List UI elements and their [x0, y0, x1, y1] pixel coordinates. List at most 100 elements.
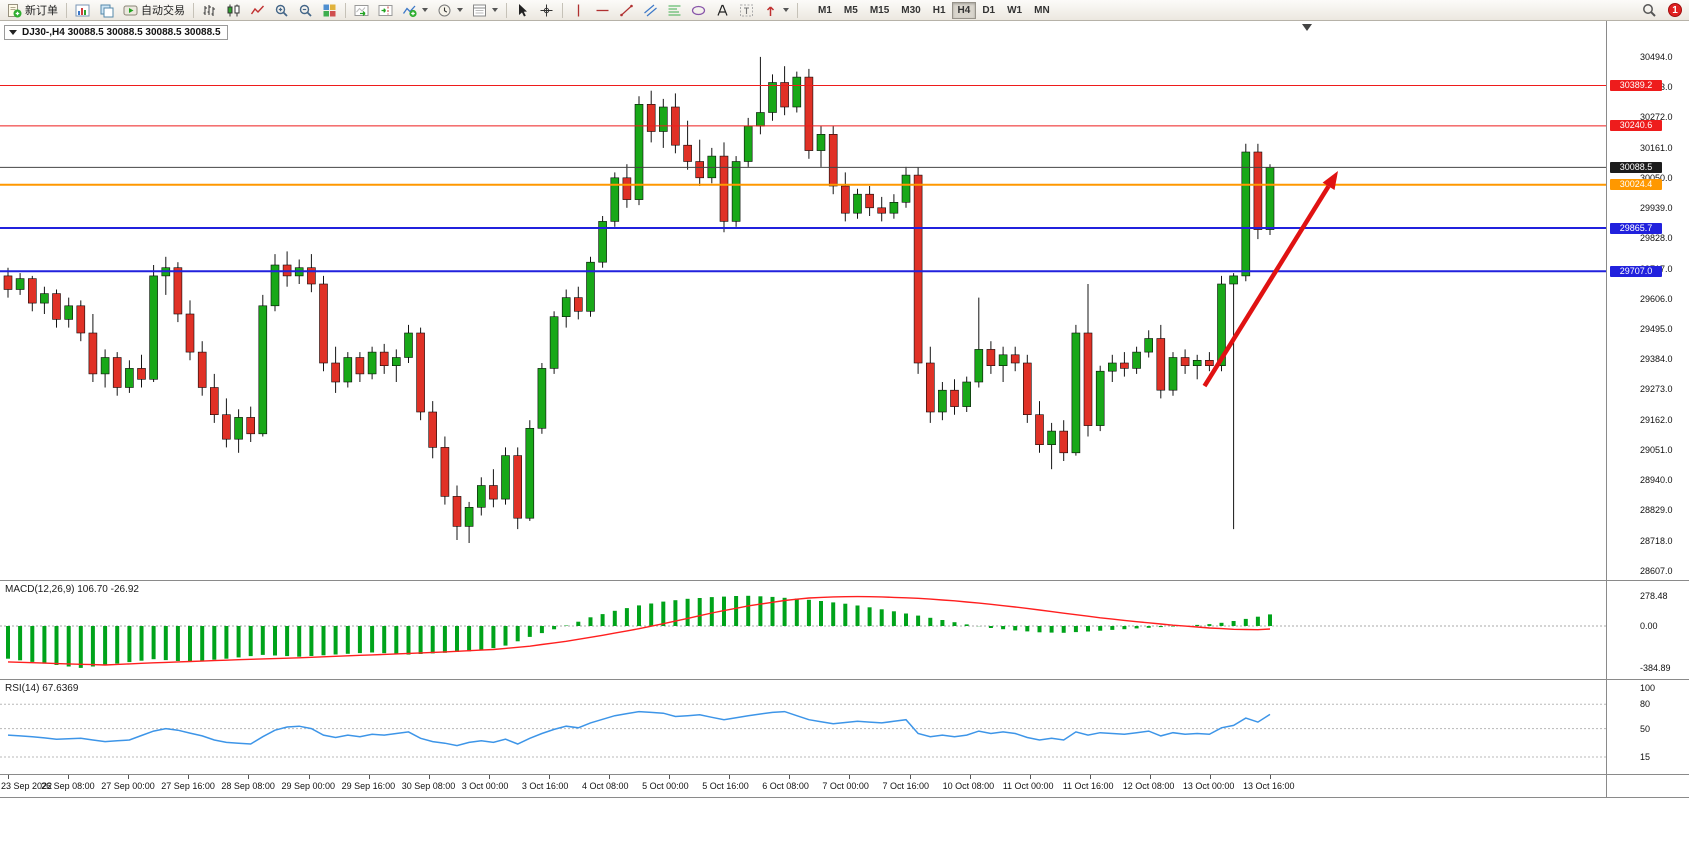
macd-panel[interactable]: [0, 581, 1606, 679]
toolbar: 新订单 自动交易 M1 M5 M15 M30 H1 H4 D1 W1 MN 1: [0, 0, 1689, 21]
rsi-plot[interactable]: [0, 680, 1606, 774]
macd-tick-label: -384.89: [1640, 662, 1671, 673]
line-chart-icon: [250, 3, 265, 18]
time-tick: [849, 775, 851, 779]
chart-title-box[interactable]: DJ30-,H4 30088.5 30088.5 30088.5 30088.5: [4, 25, 228, 40]
timeframe-M1[interactable]: M1: [818, 4, 832, 16]
text-label-button[interactable]: [735, 1, 758, 20]
rsi-tick-label: 80: [1640, 699, 1651, 710]
time-axis-label: 6 Oct 08:00: [762, 781, 809, 791]
timeframe-MN[interactable]: MN: [1034, 4, 1050, 16]
time-axis-label: 28 Sep 08:00: [221, 781, 275, 791]
new-order-icon: [7, 3, 22, 18]
time-axis-label: 29 Sep 00:00: [281, 781, 336, 791]
arrows-button[interactable]: [759, 1, 793, 20]
time-tick: [909, 775, 911, 779]
price-tag: 29707.0: [1610, 265, 1662, 277]
time-axis-label: 26 Sep 08:00: [41, 781, 95, 791]
dropdown-arrow-icon: [422, 8, 428, 12]
chart-shift-button[interactable]: [374, 1, 397, 20]
shapes-icon: [691, 3, 706, 18]
time-tick: [969, 775, 971, 779]
timeframe-toolbar: M1 M5 M15 M30 H1 H4 D1 W1 MN: [812, 1, 1056, 19]
time-axis-label: 27 Sep 16:00: [161, 781, 215, 791]
fibonacci-button[interactable]: [663, 1, 686, 20]
shapes-button[interactable]: [687, 1, 710, 20]
main-chart-area[interactable]: [0, 21, 1606, 580]
auto-scroll-button[interactable]: [350, 1, 373, 20]
price-tick-label: 29495.0: [1640, 324, 1673, 334]
autotrading-icon: [123, 3, 138, 18]
candlestick-plot[interactable]: [0, 21, 1606, 580]
profiles-button[interactable]: [95, 1, 118, 20]
template-button[interactable]: [468, 1, 502, 20]
trendline-button[interactable]: [615, 1, 638, 20]
notification-badge[interactable]: 1: [1668, 3, 1682, 17]
time-axis[interactable]: 23 Sep 2022 26 Sep 08:00 27 Sep 00:00 27 Se…: [0, 775, 1606, 797]
zoom-out-button[interactable]: [294, 1, 317, 20]
new-chart-button[interactable]: [71, 1, 94, 20]
tile-windows-button[interactable]: [318, 1, 341, 20]
macd-plot[interactable]: [0, 581, 1606, 679]
line-chart-button[interactable]: [246, 1, 269, 20]
timeframe-D1[interactable]: D1: [982, 4, 996, 16]
time-tick: [1149, 775, 1151, 779]
price-tick-label: 29051.0: [1640, 444, 1673, 455]
crosshair-button[interactable]: [535, 1, 558, 20]
autotrading-button[interactable]: 自动交易: [119, 1, 189, 20]
time-tick: [789, 775, 791, 779]
period-button[interactable]: [433, 1, 467, 20]
timeframe-M5[interactable]: M5: [843, 4, 858, 16]
time-tick: [548, 775, 550, 779]
panel-separator: [0, 774, 1689, 775]
timeframe-W1[interactable]: W1: [1007, 4, 1023, 16]
timeframe-H1[interactable]: H1: [932, 4, 946, 16]
time-tick: [128, 775, 130, 779]
time-axis-label: 11 Oct 16:00: [1062, 781, 1114, 791]
rsi-panel[interactable]: [0, 680, 1606, 774]
search-button[interactable]: [1637, 1, 1661, 20]
candlestick-chart-button[interactable]: [222, 1, 245, 20]
cursor-button[interactable]: [511, 1, 534, 20]
timeframe-H4[interactable]: H4: [951, 1, 977, 19]
channel-button[interactable]: [639, 1, 662, 20]
rsi-tick-label: 100: [1640, 683, 1656, 694]
timeframe-M15[interactable]: M15: [869, 4, 890, 16]
bar-chart-button[interactable]: [198, 1, 221, 20]
panel-separator: [0, 797, 1689, 798]
time-tick: [1089, 775, 1091, 779]
toolbar-right: 1: [1637, 1, 1686, 20]
price-tick-label: 29384.0: [1640, 354, 1673, 365]
axis-separator: [1607, 774, 1689, 775]
price-tick-label: 29606.0: [1640, 293, 1673, 304]
horizontal-line-button[interactable]: [591, 1, 614, 20]
zoom-in-icon: [274, 3, 289, 18]
macd-tick-label: 0.00: [1640, 621, 1658, 631]
price-axis[interactable]: 30494.030383.030272.030161.030050.029939…: [1607, 21, 1689, 798]
text-button[interactable]: [711, 1, 734, 20]
time-tick: [1209, 775, 1211, 779]
zoom-in-button[interactable]: [270, 1, 293, 20]
rsi-label: RSI(14) 67.6369: [5, 683, 79, 694]
price-tick-label: 28718.0: [1640, 535, 1673, 546]
price-tag: 29865.7: [1610, 222, 1662, 234]
toolbar-separator: [506, 2, 507, 18]
price-tag: 30240.6: [1610, 120, 1662, 132]
trendline-icon: [619, 3, 634, 18]
vertical-line-button[interactable]: [567, 1, 590, 20]
add-indicator-button[interactable]: [398, 1, 432, 20]
toolbar-separator: [562, 2, 563, 18]
time-tick: [68, 775, 70, 779]
timeframe-M30[interactable]: M30: [901, 4, 921, 16]
time-tick: [669, 775, 671, 779]
time-axis-label: 5 Oct 16:00: [702, 781, 749, 791]
time-tick: [308, 775, 310, 779]
time-tick: [368, 775, 370, 779]
clock-icon: [437, 3, 452, 18]
trend-arrow-head: [1322, 171, 1338, 190]
hline-icon: [595, 3, 610, 18]
time-axis-label: 4 Oct 08:00: [582, 781, 629, 791]
time-tick: [8, 775, 9, 779]
new-order-button[interactable]: 新订单: [3, 1, 62, 20]
vline-icon: [571, 3, 586, 18]
